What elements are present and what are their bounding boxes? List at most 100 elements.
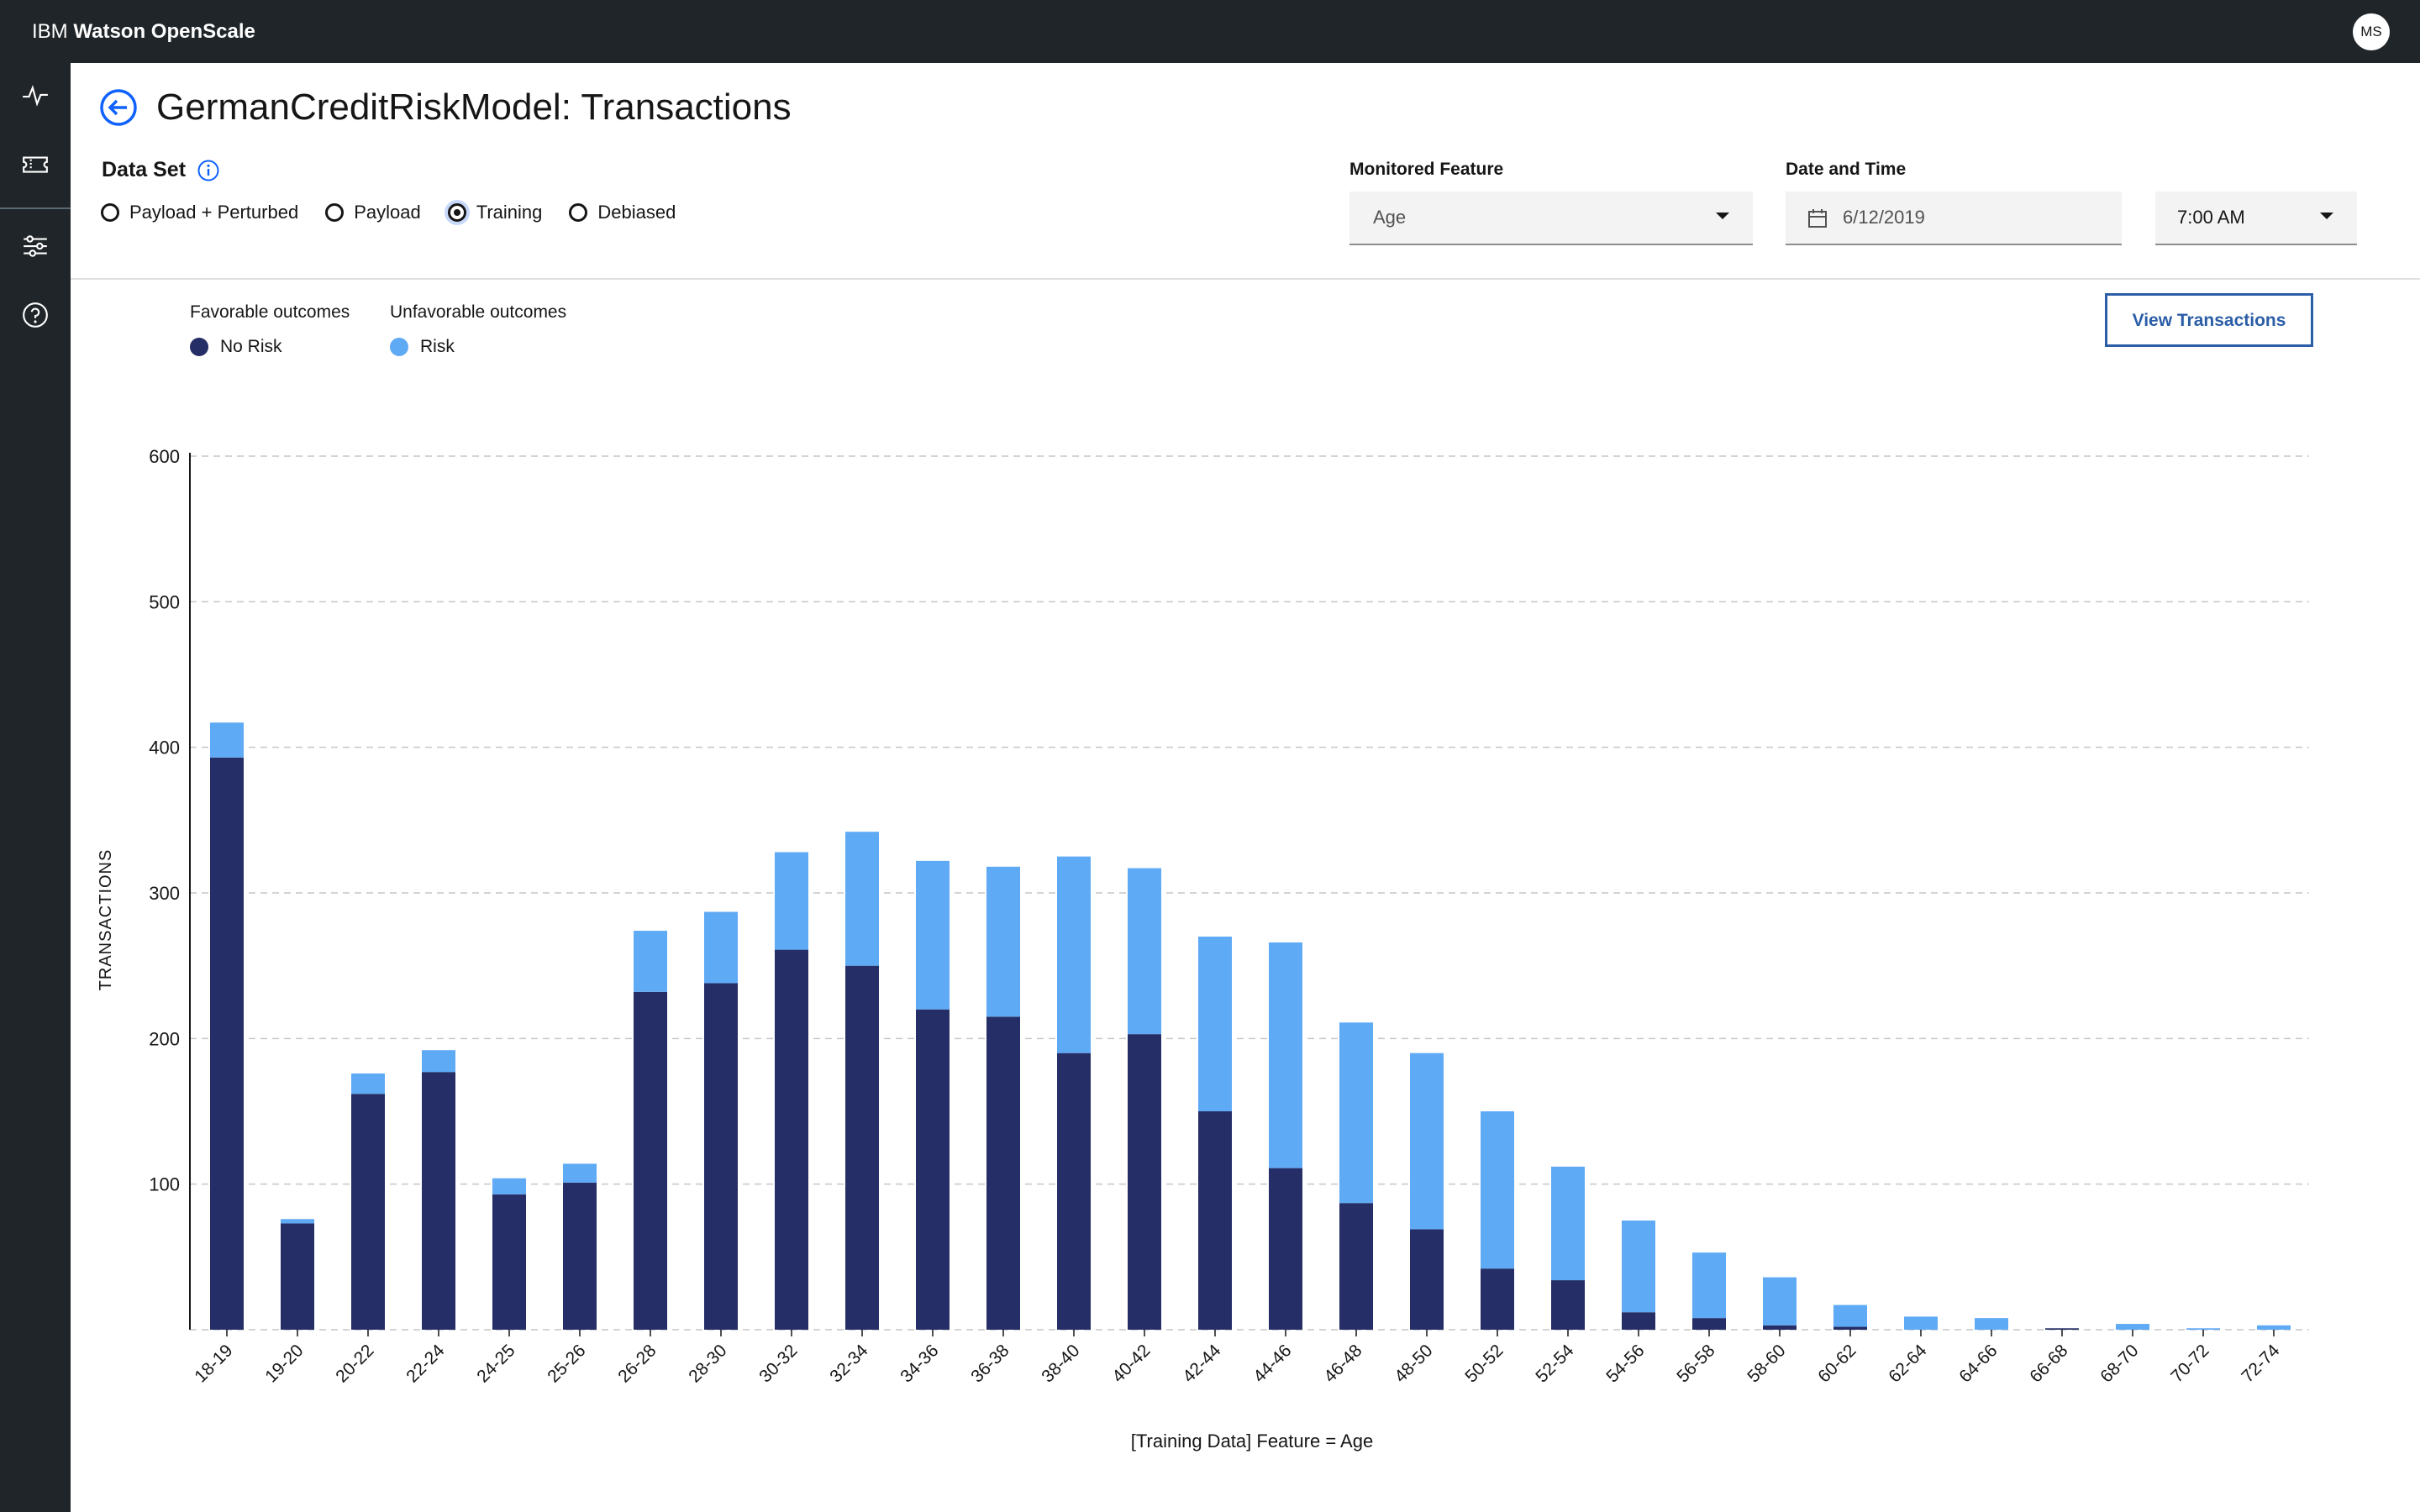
radio-debiased[interactable]: Debiased — [569, 202, 676, 223]
radio-training[interactable]: Training — [447, 202, 543, 223]
top-bar: IBM Watson OpenScale MS — [0, 0, 2420, 63]
x-tick-label: 30-32 — [755, 1341, 801, 1386]
x-tick-label: 22-24 — [402, 1341, 448, 1386]
bar-risk — [1833, 1305, 1867, 1327]
brand-name: IBM — [32, 20, 68, 43]
y-tick-label: 300 — [149, 883, 180, 904]
x-axis-label: [Training Data] Feature = Age — [1131, 1431, 1373, 1452]
back-arrow-icon[interactable] — [99, 88, 138, 127]
product-name: Watson OpenScale — [73, 20, 255, 43]
bar-risk — [1410, 1053, 1444, 1230]
radio-button-checked[interactable] — [447, 203, 466, 222]
bar-risk — [1128, 868, 1161, 1035]
sidebar-item-activity[interactable] — [15, 76, 55, 116]
bar-risk — [1763, 1277, 1797, 1326]
radio-button[interactable] — [569, 203, 588, 222]
bar-risk — [2116, 1324, 2149, 1330]
chevron-down-icon — [1716, 213, 1729, 219]
header-divider — [71, 278, 2420, 280]
y-tick-label: 500 — [149, 591, 180, 612]
x-tick-label: 32-34 — [826, 1341, 871, 1386]
radio-label: Payload — [354, 202, 421, 223]
x-tick-label: 54-56 — [1602, 1341, 1648, 1386]
bar-risk — [2257, 1325, 2291, 1330]
x-tick-label: 52-54 — [1532, 1341, 1577, 1386]
bar-no-risk — [845, 965, 879, 1330]
bar-risk — [2186, 1328, 2220, 1330]
legend-label-no-risk: No Risk — [220, 337, 282, 356]
bar-no-risk — [563, 1182, 597, 1330]
bar-risk — [1269, 942, 1302, 1168]
bar-risk — [1692, 1252, 1726, 1319]
ticket-icon — [23, 156, 48, 173]
sidebar — [0, 63, 71, 1512]
bar-no-risk — [1057, 1053, 1091, 1330]
main-content: GermanCreditRiskModel: Transactions Data… — [71, 63, 2420, 1512]
bar-risk — [845, 832, 879, 966]
bar-no-risk — [704, 983, 738, 1330]
x-tick-label: 60-62 — [1814, 1341, 1860, 1386]
radio-label: Training — [476, 202, 543, 223]
bar-risk — [1975, 1318, 2008, 1330]
bar-risk — [1551, 1166, 1585, 1281]
info-icon[interactable] — [197, 159, 220, 182]
bar-risk — [351, 1073, 385, 1095]
x-tick-label: 44-46 — [1249, 1341, 1295, 1386]
calendar-icon — [1808, 209, 1827, 228]
bar-risk — [986, 866, 1020, 1017]
dataset-radio-group: Payload + Perturbed Payload Training Deb… — [101, 202, 702, 223]
x-tick-label: 50-52 — [1461, 1341, 1507, 1386]
bar-no-risk — [1833, 1326, 1867, 1330]
x-tick-label: 36-38 — [967, 1341, 1013, 1386]
x-tick-label: 64-66 — [1955, 1341, 2001, 1386]
sidebar-item-transactions[interactable] — [15, 144, 55, 185]
legend-item-risk: Risk — [390, 337, 455, 357]
bar-no-risk — [1692, 1318, 1726, 1330]
x-tick-label: 25-26 — [544, 1341, 589, 1386]
bar-no-risk — [2045, 1328, 2079, 1330]
bar-no-risk — [986, 1016, 1020, 1330]
x-tick-label: 62-64 — [1885, 1341, 1930, 1386]
x-tick-label: 66-68 — [2026, 1341, 2071, 1386]
radio-label: Debiased — [597, 202, 676, 223]
app-title[interactable]: IBM Watson OpenScale — [32, 0, 255, 63]
time-dropdown[interactable]: 7:00 AM — [2155, 192, 2357, 245]
x-tick-label: 72-74 — [2238, 1341, 2283, 1386]
user-avatar[interactable]: MS — [2353, 13, 2390, 50]
bar-no-risk — [1339, 1203, 1373, 1330]
bar-no-risk — [1198, 1111, 1232, 1330]
monitored-feature-value: Age — [1373, 207, 1407, 228]
x-tick-label: 42-44 — [1179, 1341, 1224, 1386]
legend-item-no-risk: No Risk — [190, 337, 282, 357]
view-transactions-button[interactable]: View Transactions — [2105, 293, 2313, 347]
radio-button[interactable] — [101, 203, 119, 222]
bar-no-risk — [1481, 1268, 1514, 1330]
bar-risk — [1057, 856, 1091, 1053]
sidebar-item-help[interactable] — [15, 295, 55, 335]
date-picker[interactable]: 6/12/2019 — [1786, 192, 2122, 245]
monitored-feature-dropdown[interactable]: Age — [1349, 192, 1753, 245]
bar-no-risk — [492, 1194, 526, 1330]
y-tick-label: 200 — [149, 1028, 180, 1049]
bar-risk — [775, 852, 808, 950]
bar-no-risk — [1410, 1229, 1444, 1330]
y-tick-label: 100 — [149, 1174, 180, 1195]
sliders-icon — [24, 235, 47, 257]
bar-no-risk — [422, 1072, 455, 1330]
radio-label: Payload + Perturbed — [129, 202, 299, 223]
date-time-label: Date and Time — [1786, 160, 1907, 179]
radio-button[interactable] — [325, 203, 345, 222]
bar-risk — [210, 722, 244, 758]
legend-dot-no-risk — [190, 338, 208, 356]
bar-no-risk — [351, 1094, 385, 1330]
radio-payload[interactable]: Payload — [325, 202, 421, 223]
sidebar-item-configure[interactable] — [15, 226, 55, 266]
bar-no-risk — [1551, 1280, 1585, 1330]
sidebar-divider — [0, 207, 71, 209]
radio-payload-perturbed[interactable]: Payload + Perturbed — [101, 202, 298, 223]
transactions-chart: 100 200 300 400 500 600 18-19 19-20 20-22 22-24 24… — [97, 446, 2309, 1452]
x-tick-label: 48-50 — [1391, 1341, 1436, 1386]
y-tick-label: 600 — [149, 446, 180, 467]
legend-label-risk: Risk — [420, 337, 455, 356]
bar-risk — [281, 1219, 314, 1224]
